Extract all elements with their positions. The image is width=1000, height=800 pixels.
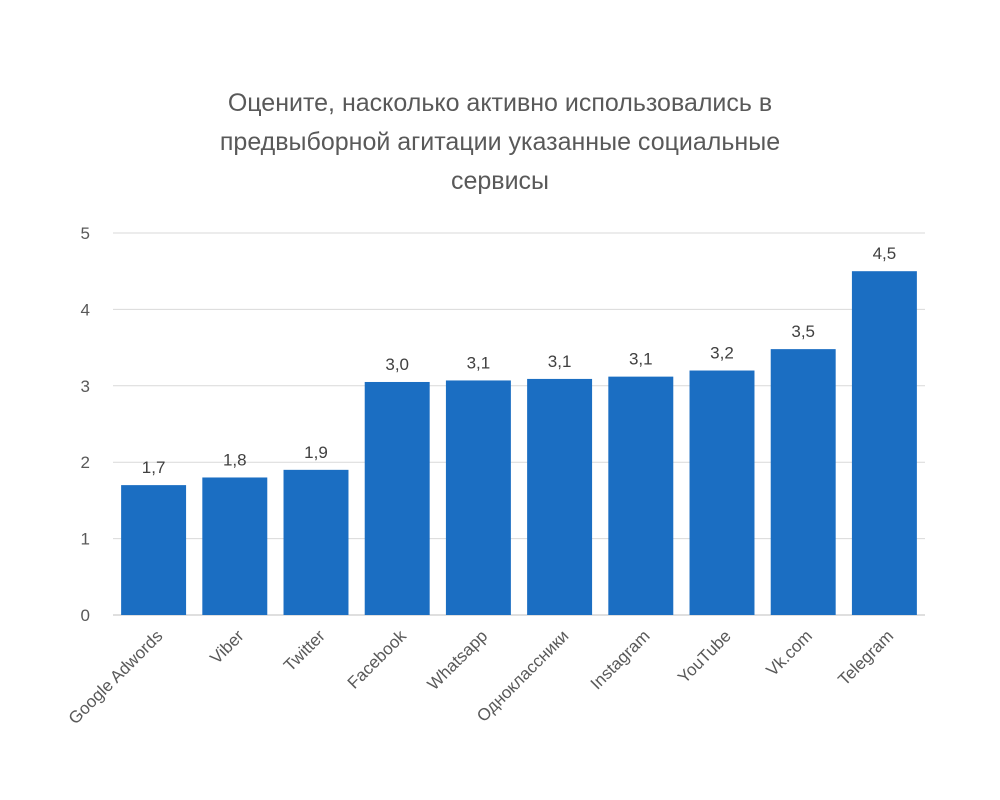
bar [121,485,187,615]
bar [770,349,836,615]
y-tick-label: 5 [81,224,90,243]
data-label: 3,0 [385,355,409,374]
chart-title-line-2: предвыборной агитации указанные социальн… [219,128,781,156]
data-label: 1,9 [304,443,328,462]
y-tick-label: 0 [81,606,90,625]
chart-title: Оцените, насколько активно использовалис… [120,84,880,201]
x-tick-label: Vk.com [763,626,817,680]
data-label: 1,8 [223,450,247,469]
bar [851,271,917,615]
y-tick-label: 1 [81,530,90,549]
bar [445,380,511,615]
bars [121,271,917,615]
chart-title-line-1: Оцените, насколько активно использовалис… [227,89,773,117]
y-tick-label: 3 [81,377,90,396]
x-tick-label: Google Adwords [65,626,167,728]
bar [608,376,674,615]
data-label: 3,2 [710,344,734,363]
x-tick-label: Facebook [344,626,411,693]
bar [689,370,755,615]
data-label: 4,5 [873,244,897,263]
bar [364,381,430,615]
y-tick-label: 4 [81,300,90,319]
x-tick-label: Whatsapp [424,626,492,694]
bar [202,477,268,615]
y-tick-label: 2 [81,453,90,472]
data-label: 3,1 [629,350,653,369]
chart-title-line-3: сервисы [450,167,550,195]
x-tick-label: YouTube [674,626,735,687]
data-label: 1,7 [142,458,166,477]
x-tick-label: Telegram [834,626,897,689]
data-label: 3,5 [791,322,815,341]
bar [527,378,593,615]
data-labels: 1,7 1,8 1,9 3,0 3,1 3,1 3,1 3,2 3,5 4,5 [142,244,896,477]
bar [283,469,349,615]
x-tick-label: Twitter [280,626,329,675]
x-tick-label: Instagram [587,626,654,693]
x-axis: Google Adwords Viber Twitter Facebook Whatsa… [65,626,897,728]
data-label: 3,1 [548,352,572,371]
x-tick-label: Viber [206,626,248,668]
y-axis: 0 1 2 3 4 5 [81,224,90,625]
data-label: 3,1 [467,353,491,372]
